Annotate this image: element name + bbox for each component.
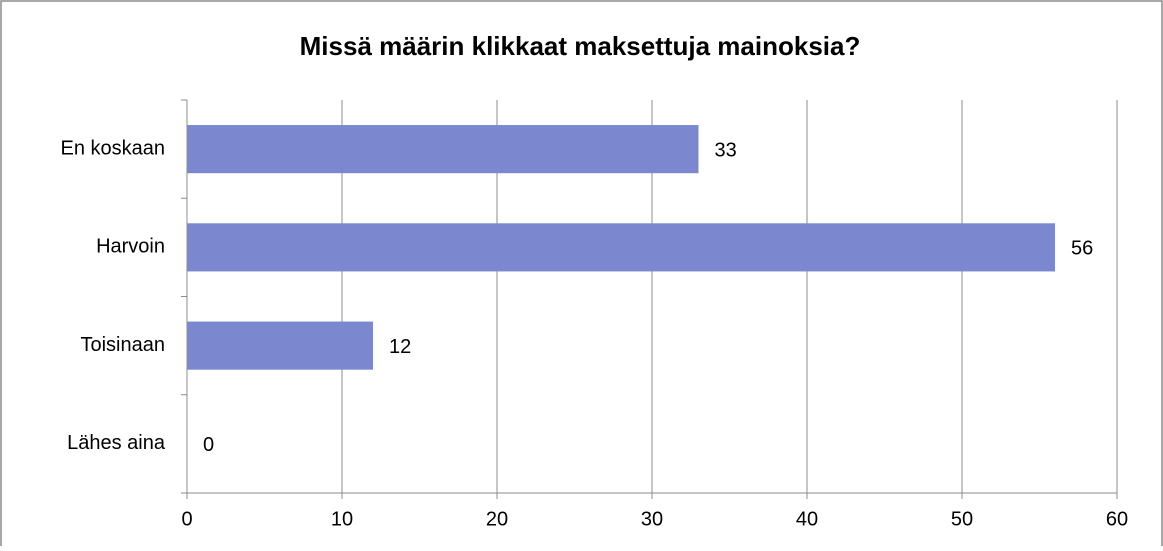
y-tick-label: Harvoin xyxy=(96,236,165,258)
data-label: 12 xyxy=(389,336,411,358)
data-label: 33 xyxy=(715,139,737,161)
x-tick-label: 0 xyxy=(181,508,192,530)
bar xyxy=(187,125,699,174)
data-label: 0 xyxy=(203,434,214,456)
data-label: 56 xyxy=(1071,238,1093,260)
y-tick-label: Toisinaan xyxy=(80,334,165,356)
x-tick-label: 50 xyxy=(951,508,973,530)
x-tick-label: 30 xyxy=(641,508,663,530)
x-tick-label: 10 xyxy=(331,508,353,530)
chart-title: Missä määrin klikkaat maksettuja mainoks… xyxy=(300,31,861,61)
bar xyxy=(187,321,373,370)
x-tick-label: 20 xyxy=(486,508,508,530)
y-tick-label: Lähes aina xyxy=(67,432,166,454)
bar xyxy=(187,223,1055,272)
x-tick-label: 60 xyxy=(1106,508,1128,530)
x-tick-label: 40 xyxy=(796,508,818,530)
y-tick-label: En koskaan xyxy=(60,137,165,159)
